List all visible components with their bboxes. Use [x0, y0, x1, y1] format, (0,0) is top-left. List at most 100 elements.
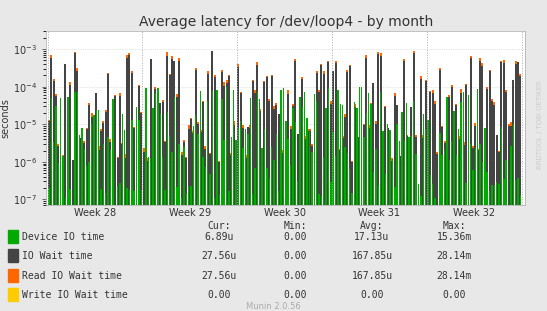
Bar [498, 151, 500, 205]
Bar [463, 142, 464, 205]
Bar [133, 191, 135, 205]
Bar [117, 159, 119, 205]
Bar [205, 167, 206, 205]
Bar [420, 76, 422, 205]
Bar [48, 188, 50, 205]
Bar [493, 102, 496, 205]
Bar [62, 156, 64, 205]
Bar [463, 145, 464, 205]
Bar [242, 124, 244, 205]
Text: 0.00: 0.00 [207, 290, 230, 300]
Bar [446, 159, 448, 205]
Text: 167.85u: 167.85u [351, 251, 393, 261]
Bar [245, 129, 246, 205]
Bar [463, 92, 464, 205]
Bar [48, 120, 50, 205]
Bar [389, 130, 391, 205]
Bar [178, 61, 180, 205]
Bar [264, 129, 265, 205]
Bar [410, 107, 412, 205]
Bar [294, 62, 296, 205]
Bar [356, 118, 358, 205]
Bar [216, 142, 218, 205]
Bar [193, 131, 194, 205]
Bar [411, 136, 412, 205]
Bar [337, 90, 339, 205]
Bar [197, 134, 199, 205]
Text: 0.00: 0.00 [284, 290, 307, 300]
Bar [228, 76, 230, 205]
Bar [83, 143, 85, 205]
Bar [249, 128, 251, 205]
Bar [427, 124, 429, 205]
Bar [60, 98, 61, 205]
Bar [210, 174, 211, 205]
Bar [461, 102, 462, 205]
Text: Cur:: Cur: [207, 221, 230, 231]
Bar [446, 157, 448, 205]
Bar [365, 55, 368, 205]
Bar [365, 58, 368, 205]
Bar [325, 141, 327, 205]
Bar [365, 113, 367, 205]
Bar [157, 88, 159, 205]
Bar [424, 81, 427, 205]
Bar [486, 87, 488, 205]
Bar [304, 92, 305, 205]
Bar [441, 126, 443, 205]
Bar [183, 140, 185, 205]
Bar [441, 127, 443, 205]
Bar [289, 129, 292, 205]
Bar [86, 128, 88, 205]
Bar [72, 160, 73, 205]
Bar [505, 160, 507, 205]
Bar [121, 143, 123, 205]
Bar [353, 107, 356, 205]
Bar [479, 144, 481, 205]
Bar [245, 158, 247, 205]
Bar [484, 134, 486, 205]
Bar [517, 62, 519, 205]
Bar [321, 66, 322, 205]
Bar [240, 93, 242, 205]
Bar [515, 180, 516, 205]
Bar [259, 109, 261, 205]
Bar [266, 76, 268, 205]
Bar [377, 185, 379, 205]
Bar [257, 92, 258, 205]
Bar [217, 90, 218, 205]
Bar [235, 149, 237, 205]
Bar [503, 60, 505, 205]
Bar [176, 97, 178, 205]
Bar [408, 137, 410, 205]
Bar [173, 61, 176, 205]
Bar [382, 135, 384, 205]
Bar [519, 76, 521, 205]
Bar [119, 93, 121, 205]
Bar [249, 98, 251, 205]
Bar [254, 168, 255, 205]
Bar [273, 109, 275, 205]
Bar [69, 189, 71, 205]
Bar [50, 98, 52, 205]
Bar [185, 158, 187, 205]
Bar [363, 137, 365, 205]
Bar [434, 104, 436, 205]
Bar [242, 128, 244, 205]
Bar [328, 61, 329, 205]
Bar [223, 86, 225, 205]
Bar [342, 138, 344, 205]
Bar [86, 166, 88, 205]
Bar [261, 149, 263, 205]
Bar [318, 91, 320, 205]
Bar [285, 121, 287, 205]
Bar [221, 99, 223, 205]
Bar [105, 193, 107, 205]
Bar [432, 184, 433, 205]
Bar [346, 70, 348, 205]
Bar [498, 152, 500, 205]
Bar [520, 195, 521, 205]
Bar [468, 95, 469, 205]
Bar [444, 150, 445, 205]
Bar [90, 117, 92, 205]
